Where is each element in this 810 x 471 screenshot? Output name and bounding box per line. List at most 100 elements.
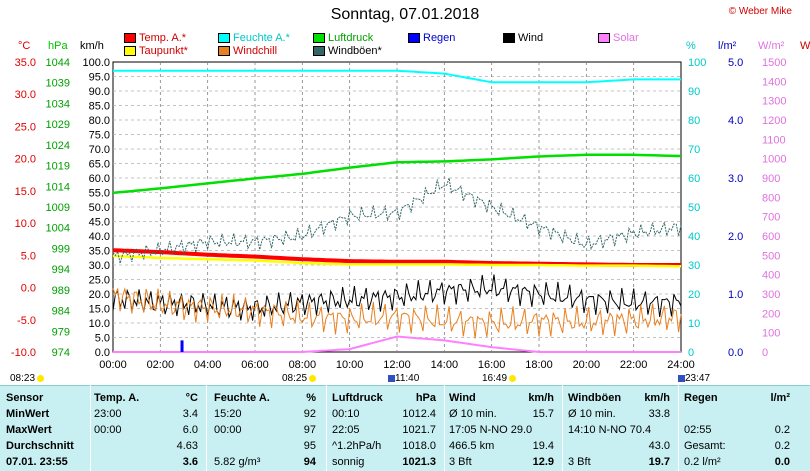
tick-label: 80.0 [89, 115, 110, 127]
credit: © Weber Mike [728, 6, 792, 17]
tick-label: 999 [52, 243, 70, 255]
table-cell: 3 Bft [449, 456, 472, 468]
table-cell: 3.6 [182, 456, 198, 468]
table-cell: Ø 10 min. [449, 408, 497, 420]
tick-label: 20.0 [89, 289, 110, 301]
series-line [112, 287, 682, 339]
table-header: Wind [449, 392, 476, 404]
unit-rain: l/m² [718, 40, 737, 52]
table-cell: 12.9 [532, 456, 554, 468]
table-cell: 1021.7 [402, 424, 436, 436]
table-cell: 92 [303, 408, 316, 420]
tick-label: 1034 [46, 98, 70, 110]
series-line [112, 177, 682, 264]
table-cell: 4.63 [176, 440, 198, 452]
tick-label: 50 [688, 202, 700, 214]
tick-label: 04:00 [194, 359, 222, 371]
tick-label: 24:00 [667, 359, 695, 371]
tick-label: 35.0 [15, 57, 36, 69]
table-cell: 22:05 [332, 424, 360, 436]
table-row-label: MinWert [6, 408, 50, 420]
tick-label: 70.0 [89, 144, 110, 156]
tick-label: 60.0 [89, 173, 110, 185]
tick-label: 14:00 [431, 359, 459, 371]
table-header: km/h [528, 392, 554, 404]
tick-label: 80 [688, 115, 700, 127]
table-row-label: Durchschnitt [6, 440, 74, 452]
sun-event: 23:47 [676, 373, 710, 384]
tick-label: 15.0 [15, 186, 36, 198]
tick-label: 984 [52, 306, 70, 318]
table-cell: ^1.2hPa/h [332, 440, 382, 452]
tick-label: 95.0 [89, 72, 110, 84]
tick-label: 55.0 [89, 188, 110, 200]
tick-label: 40.0 [89, 231, 110, 243]
table-row-label: MaxWert [6, 424, 52, 436]
chart-title: Sonntag, 07.01.2018 [330, 6, 480, 23]
series-line [112, 274, 682, 321]
tick-label: 1200 [762, 115, 786, 127]
table-cell: 19.7 [648, 456, 670, 468]
tick-label: 100 [688, 57, 706, 69]
tick-label: 1024 [46, 140, 70, 152]
tick-label: 06:00 [241, 359, 269, 371]
tick-label: 25.0 [89, 275, 110, 287]
table-cell: 0.2 l/m² [684, 456, 721, 468]
tick-label: 994 [52, 264, 70, 276]
unit-pct: % [686, 40, 696, 52]
tick-label: -10.0 [11, 347, 36, 359]
tick-label: 100.0 [82, 57, 110, 69]
table-cell: 6.0 [182, 424, 198, 436]
tick-label: 600 [762, 231, 780, 243]
legend-solar: Solar [598, 32, 639, 44]
tick-label: 2.0 [728, 231, 743, 243]
tick-label: 20 [688, 289, 700, 301]
unit-hpa: hPa [48, 40, 68, 52]
legend-wind: Wind [503, 32, 543, 44]
table-header: km/h [644, 392, 670, 404]
table-header: Luftdruck [332, 392, 383, 404]
table-cell: 43.0 [648, 440, 670, 452]
table-header: Regen [684, 392, 718, 404]
table-cell: 0.0 [774, 456, 790, 468]
sun-event: 08:23 [10, 373, 45, 384]
tick-label: 20.0 [15, 154, 36, 166]
legend-taupunkt: Taupunkt* [124, 45, 188, 57]
tick-label: 800 [762, 192, 780, 204]
table-cell: 95 [303, 440, 316, 452]
legend-windboeen: Windböen* [313, 45, 382, 57]
tick-label: 3.0 [728, 173, 743, 185]
tick-label: 22:00 [620, 359, 648, 371]
tick-label: 30 [688, 260, 700, 272]
tick-label: 00:00 [99, 359, 127, 371]
tick-label: 0.0 [95, 347, 110, 359]
tick-label: 35.0 [89, 246, 110, 258]
tick-label: 1300 [762, 96, 786, 108]
table-cell: 15:20 [214, 408, 242, 420]
tick-label: 15.0 [89, 304, 110, 316]
series-line [113, 335, 681, 353]
tick-label: -5.0 [17, 315, 36, 327]
table-cell: 17:05 N-NO 29.0 [449, 424, 533, 436]
table-cell: 1021.3 [402, 456, 436, 468]
tick-label: 08:00 [289, 359, 317, 371]
tick-label: 16:00 [478, 359, 506, 371]
table-cell: 466.5 km [449, 440, 495, 452]
tick-label: 0 [762, 347, 768, 359]
table-cell: 19.4 [532, 440, 554, 452]
unit-kmh: km/h [80, 40, 104, 52]
tick-label: 5.0 [21, 250, 36, 262]
table-cell: 1012.4 [402, 408, 436, 420]
legend-regen: Regen [408, 32, 455, 44]
table-cell: 97 [303, 424, 316, 436]
table-cell: Gesamt: [684, 440, 726, 452]
table-header: Temp. A. [94, 392, 140, 404]
sun-event: 11:40 [386, 373, 419, 384]
tick-label: 60 [688, 173, 700, 185]
table-header: Windböen [568, 392, 622, 404]
tick-label: 0.0 [21, 283, 36, 295]
legend-windchill: Windchill [218, 45, 277, 57]
table-cell: 0.2 [774, 424, 790, 436]
tick-label: 1009 [46, 202, 70, 214]
tick-label: 30.0 [15, 89, 36, 101]
